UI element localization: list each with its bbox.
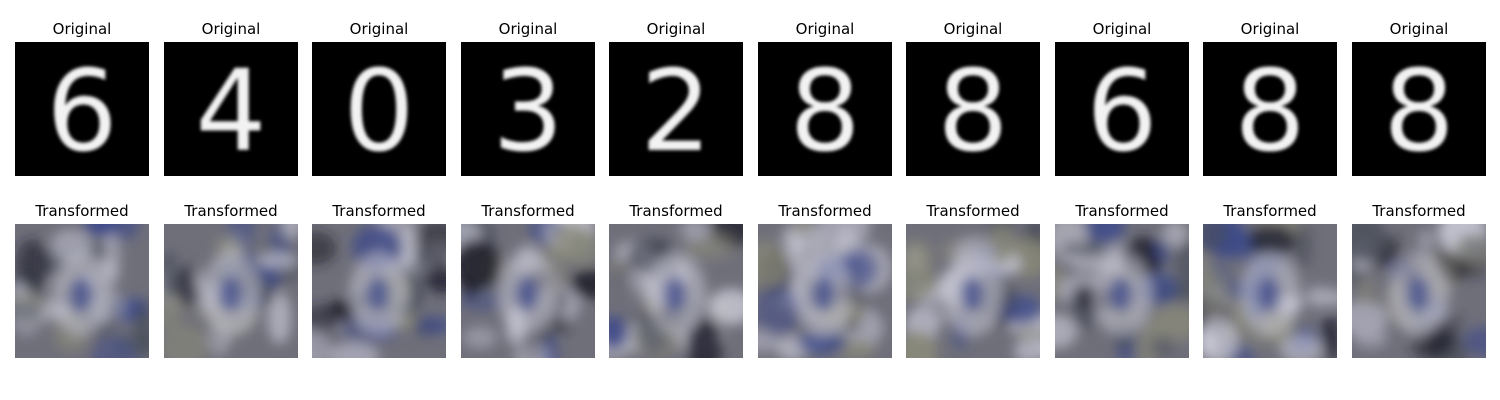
transformed-image <box>164 224 298 358</box>
transformed-image <box>461 224 595 358</box>
original-title: Original <box>1092 20 1152 38</box>
original-digit-image: 2 <box>609 42 743 176</box>
digit-glyph: 8 <box>789 47 860 176</box>
transformed-texture <box>1352 224 1486 358</box>
original-title: Original <box>1240 20 1300 38</box>
transformed-image <box>1352 224 1486 358</box>
original-digit-image: 8 <box>1352 42 1486 176</box>
transformed-texture <box>164 224 298 358</box>
original-digit-image: 6 <box>15 42 149 176</box>
original-title: Original <box>943 20 1003 38</box>
transformed-title: Transformed <box>332 202 426 220</box>
digit-glyph: 3 <box>492 47 563 176</box>
transformed-texture <box>609 224 743 358</box>
original-digit-image: 8 <box>758 42 892 176</box>
digit-glyph: 8 <box>937 47 1008 176</box>
transformed-title: Transformed <box>778 202 872 220</box>
original-title: Original <box>349 20 409 38</box>
digit-glyph: 2 <box>640 47 711 176</box>
transformed-title: Transformed <box>629 202 723 220</box>
transformed-title: Transformed <box>481 202 575 220</box>
transformed-image <box>758 224 892 358</box>
transformed-image <box>15 224 149 358</box>
transformed-title: Transformed <box>1075 202 1169 220</box>
original-title: Original <box>646 20 706 38</box>
transformed-image <box>609 224 743 358</box>
transformed-texture <box>1055 224 1189 358</box>
original-title: Original <box>795 20 855 38</box>
original-digit-image: 0 <box>312 42 446 176</box>
transformed-texture <box>906 224 1040 358</box>
transformed-image <box>906 224 1040 358</box>
original-title: Original <box>1389 20 1449 38</box>
transformed-texture <box>15 224 149 358</box>
original-digit-image: 6 <box>1055 42 1189 176</box>
digit-glyph: 4 <box>195 47 266 176</box>
original-digit-image: 4 <box>164 42 298 176</box>
transformed-image <box>1055 224 1189 358</box>
transformed-texture <box>312 224 446 358</box>
original-digit-image: 3 <box>461 42 595 176</box>
digit-glyph: 0 <box>343 47 414 176</box>
transformed-image <box>312 224 446 358</box>
transformed-texture <box>758 224 892 358</box>
transformed-texture <box>461 224 595 358</box>
digit-glyph: 8 <box>1234 47 1305 176</box>
transformed-title: Transformed <box>1223 202 1317 220</box>
original-title: Original <box>52 20 112 38</box>
digit-glyph: 6 <box>46 47 117 176</box>
digit-glyph: 8 <box>1383 47 1454 176</box>
transformed-title: Transformed <box>35 202 129 220</box>
transformed-title: Transformed <box>184 202 278 220</box>
original-digit-image: 8 <box>1203 42 1337 176</box>
digit-glyph: 6 <box>1086 47 1157 176</box>
transformed-title: Transformed <box>1372 202 1466 220</box>
original-title: Original <box>201 20 261 38</box>
original-title: Original <box>498 20 558 38</box>
transformed-image <box>1203 224 1337 358</box>
transformed-texture <box>1203 224 1337 358</box>
original-digit-image: 8 <box>906 42 1040 176</box>
transformed-title: Transformed <box>926 202 1020 220</box>
